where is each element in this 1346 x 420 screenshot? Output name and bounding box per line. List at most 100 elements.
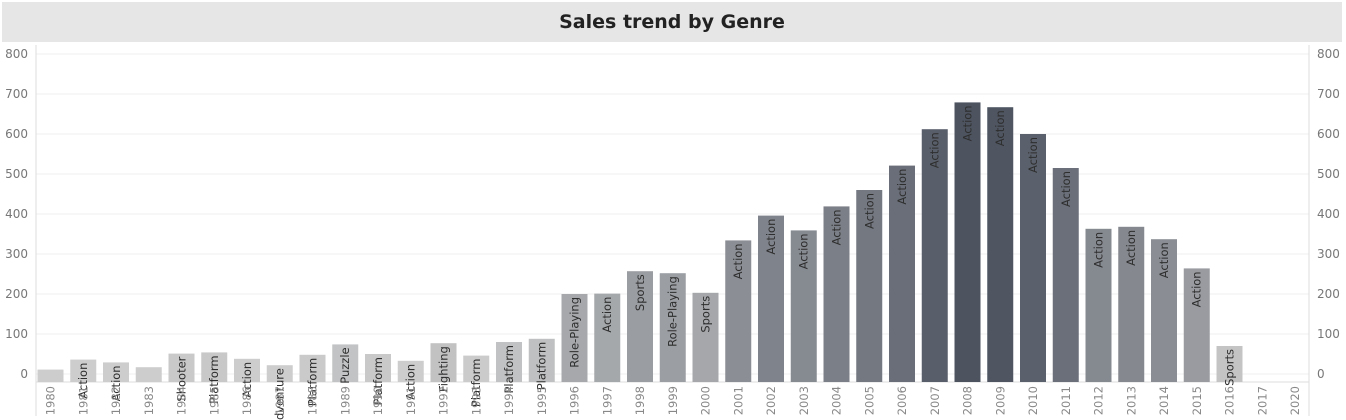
x-tick-label-1988: 1988 [306,386,320,415]
x-tick-label-2005: 2005 [862,386,876,415]
bar-2005[interactable] [856,190,883,382]
bar-1983[interactable] [135,367,162,382]
x-tick-label-2014: 2014 [1157,386,1171,415]
x-tick-label-2001: 2001 [731,386,745,415]
y-tick-label-left: 600 [5,127,28,141]
bar-2012[interactable] [1085,228,1112,382]
bar-label-1990: Platform [371,357,385,406]
x-tick-label-1981: 1981 [76,386,90,415]
y-tick-label-left: 400 [5,207,28,221]
bar-1997[interactable] [594,293,621,382]
bar-1995[interactable] [528,338,555,382]
bar-label-1996: Role-Playing [568,297,582,368]
bar-1986[interactable] [234,358,260,382]
x-tick-label-1997: 1997 [600,386,614,415]
bar-2016[interactable] [1216,346,1243,382]
bar-1987[interactable] [266,365,293,382]
grid-lines [36,53,1309,375]
x-tick-label-2017: 2017 [1255,386,1269,415]
bar-label-1982: Action [109,365,123,401]
bar-2011[interactable] [1052,168,1079,382]
x-tick-label-2013: 2013 [1124,386,1138,415]
bar-label-1995: Platform [535,342,549,391]
y-tick-label-left: 500 [5,167,28,181]
bar-2000[interactable] [692,292,719,382]
bar-label-2008: Action [961,105,975,141]
bar-label-1994: Platform [502,345,516,394]
bar-1996[interactable] [561,294,588,382]
bar-1999[interactable] [659,273,686,382]
y-tick-label-right: 500 [1317,167,1340,181]
bar-label-1988: Platform [306,358,320,407]
bar-label-1984: Shooter [175,356,189,401]
x-tick-label-1980: 1980 [44,386,58,415]
x-tick-label-1982: 1982 [109,386,123,415]
x-tick-label-1990: 1990 [371,386,385,415]
y-tick-label-right: 400 [1317,207,1340,221]
bar-label-2005: Action [862,193,876,229]
bar-1994[interactable] [496,342,522,382]
bar-1992[interactable] [430,343,457,382]
chart-title-bar: Sales trend by Genre [2,2,1342,42]
x-tick-label-1987: 1987 [273,386,287,415]
bar-1981[interactable] [70,359,97,382]
bar-1990[interactable] [365,354,391,382]
bar-label-1987: Adventure [273,368,287,420]
y-tick-label-right: 600 [1317,127,1340,141]
x-tick-label-1999: 1999 [666,386,680,415]
x-tick-label-2012: 2012 [1092,386,1106,415]
bar-2002[interactable] [758,215,784,382]
bar-1985[interactable] [201,352,228,382]
bar-label-1985: Platform [207,355,221,404]
x-tick-label-1992: 1992 [437,386,451,415]
bar-label-2010: Action [1026,137,1040,173]
y-axis-right: 0 100 200 300 400 500 600 700 800 [1317,47,1340,381]
x-tick-label-1996: 1996 [568,386,582,415]
bar-labels: Action Action Shooter Platform Action Adventu… [76,105,1236,420]
bar-1989[interactable] [332,344,359,382]
bar-1991[interactable] [397,360,424,382]
x-tick-label-2009: 2009 [993,386,1007,415]
bar-label-2014: Action [1157,242,1171,278]
bar-1998[interactable] [627,271,653,382]
bar-1988[interactable] [299,354,326,382]
x-tick-label-1998: 1998 [633,386,647,415]
bar-2015[interactable] [1183,268,1210,382]
x-tick-label-2000: 2000 [699,386,713,415]
y-tick-label-right: 100 [1317,327,1340,341]
bar-1980[interactable] [37,369,64,382]
x-tick-label-1994: 1994 [502,386,516,415]
bar-2014[interactable] [1151,239,1177,382]
bar-2009[interactable] [987,107,1014,382]
x-tick-label-2011: 2011 [1059,386,1073,415]
bar-2001[interactable] [725,240,752,382]
bar-label-1991: Action [404,364,418,400]
bar-label-1998: Sports [633,274,647,311]
y-tick-label-right: 800 [1317,47,1340,61]
bar-2008[interactable] [954,102,981,383]
bar-label-2004: Action [830,209,844,245]
x-tick-label-2016: 2016 [1223,386,1237,415]
bar-2013[interactable] [1118,226,1145,382]
bar-label-1993: Platform [469,359,483,408]
y-tick-label-right: 200 [1317,287,1340,301]
bar-1984[interactable] [168,353,195,382]
bar-2003[interactable] [790,230,817,382]
bar-label-2011: Action [1059,171,1073,207]
bar-label-2003: Action [797,233,811,269]
bar-2010[interactable] [1020,134,1046,382]
bar-label-1997: Action [600,297,614,333]
bar-1982[interactable] [103,362,129,382]
bar-1993[interactable] [463,355,490,382]
bar-label-2013: Action [1124,230,1138,266]
x-tick-label-2006: 2006 [895,386,909,415]
x-tick-label-1983: 1983 [142,386,156,415]
bar-2006[interactable] [889,165,915,382]
y-tick-label-left: 0 [20,367,28,381]
x-tick-label-2015: 2015 [1190,386,1204,415]
bar-2007[interactable] [921,129,948,382]
x-tick-label-1989: 1989 [338,386,352,415]
x-tick-label-2004: 2004 [830,386,844,415]
bar-2004[interactable] [823,206,850,382]
x-tick-label-1991: 1991 [404,386,418,415]
